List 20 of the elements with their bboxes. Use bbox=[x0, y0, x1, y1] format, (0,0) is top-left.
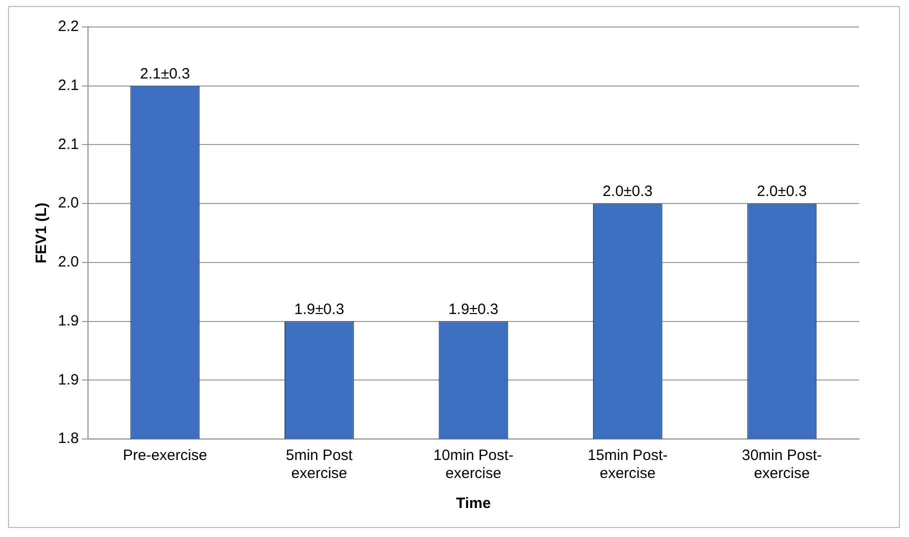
y-tick-label: 2.0 bbox=[58, 254, 79, 271]
y-tick-label: 2.2 bbox=[58, 18, 79, 36]
data-label: 2.0±0.3 bbox=[602, 183, 653, 200]
x-axis-title: Time bbox=[456, 495, 491, 512]
y-axis-title: FEV1 (L) bbox=[33, 202, 50, 264]
data-label: 1.9±0.3 bbox=[448, 300, 498, 318]
y-tick-label: 2.1 bbox=[58, 136, 79, 153]
x-tick-label: Pre-exercise bbox=[122, 447, 208, 464]
x-tick-label: 5min Post exercise bbox=[286, 447, 354, 482]
y-tick-label: 2.1 bbox=[58, 77, 79, 94]
x-tick-label: 30min Post-exercise bbox=[742, 447, 822, 482]
data-label: 2.0±0.3 bbox=[756, 183, 807, 200]
x-tick-label: 15min Post-exercise bbox=[588, 447, 668, 482]
y-tick-label: 2.0 bbox=[58, 194, 79, 212]
y-tick-label: 1.9 bbox=[58, 371, 79, 388]
y-tick-label: 1.8 bbox=[58, 430, 79, 448]
x-tick-label: 10min Post-exercise bbox=[433, 447, 514, 482]
data-label: 1.9±0.3 bbox=[294, 300, 344, 318]
data-label: 2.1±0.3 bbox=[140, 66, 190, 82]
y-tick-label: 1.9 bbox=[58, 312, 79, 330]
